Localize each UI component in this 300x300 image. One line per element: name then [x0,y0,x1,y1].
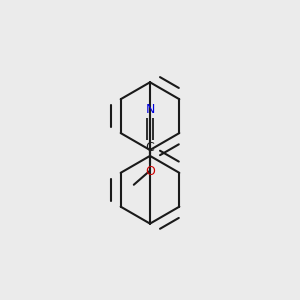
Text: N: N [145,103,155,116]
Text: C: C [146,141,154,154]
Text: O: O [145,165,155,178]
